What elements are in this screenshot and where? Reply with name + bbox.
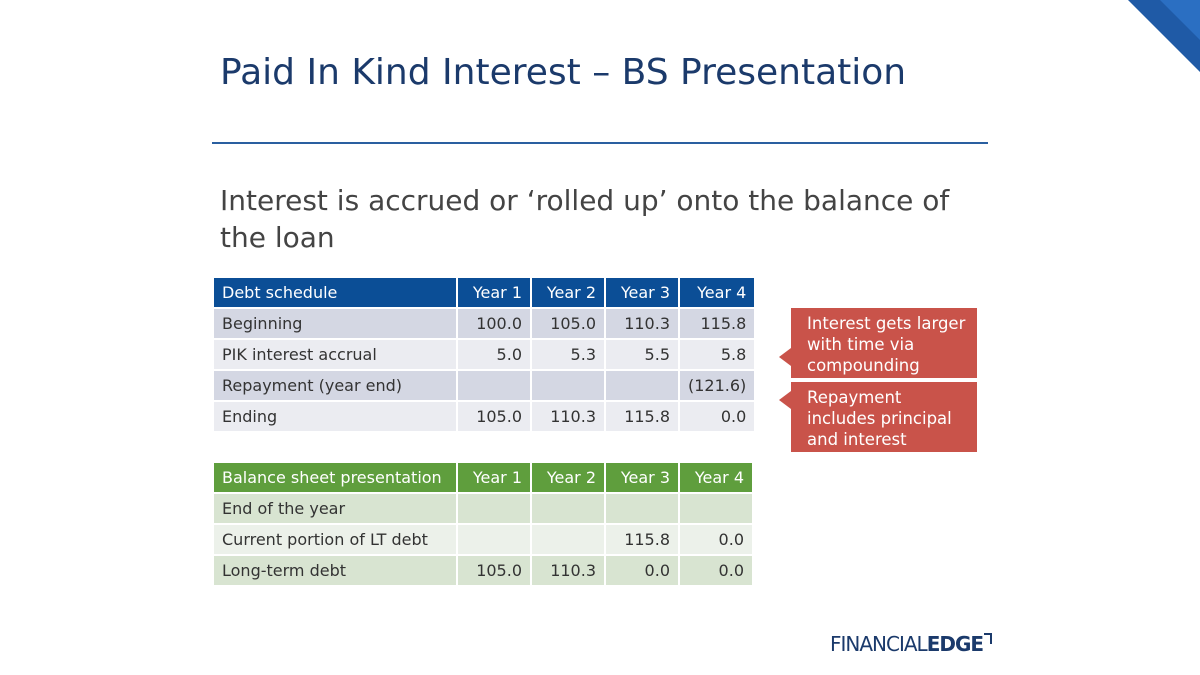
table-row: Repayment (year end) (121.6): [212, 369, 757, 402]
table-cell: [604, 492, 680, 525]
table-cell: 5.0: [456, 338, 532, 371]
table-cell: Year 1: [456, 461, 532, 494]
table-cell: End of the year: [212, 492, 458, 525]
logo-text: FINANCIAL: [830, 632, 928, 656]
table-cell: 5.8: [677, 338, 757, 371]
corner-decoration: [1128, 0, 1200, 72]
table-cell: [456, 492, 532, 525]
logo-mark: [984, 633, 993, 644]
table-cell: Current portion of LT debt: [212, 523, 458, 556]
header-row: Balance sheet presentation Year 1 Year 2 Ye…: [212, 461, 754, 494]
table-row: End of the year: [212, 492, 754, 525]
table-cell: [530, 523, 606, 556]
table-cell: Year 4: [678, 461, 754, 494]
table-cell: Balance sheet presentation: [212, 461, 458, 494]
table-cell: 110.3: [530, 400, 606, 433]
logo: FINANCIALEDGE: [830, 632, 993, 656]
table-cell: 110.3: [604, 307, 680, 340]
table-cell: 115.8: [677, 307, 757, 340]
table-cell: Year 1: [456, 276, 532, 309]
table-cell: Year 4: [677, 276, 757, 309]
table-cell: 115.8: [604, 400, 680, 433]
callout: Repayment includes principal and interes…: [779, 380, 977, 452]
header-row: Debt schedule Year 1 Year 2 Year 3 Year 4: [212, 276, 757, 309]
callout: Interest gets larger with time via compo…: [779, 308, 977, 378]
title-rule: [212, 142, 988, 144]
table-row: Current portion of LT debt 115.8 0.0: [212, 523, 754, 556]
table-row: Long-term debt 105.0 110.3 0.0 0.0: [212, 554, 754, 587]
table-cell: 5.5: [604, 338, 680, 371]
table-cell: [456, 523, 532, 556]
table-cell: 0.0: [677, 400, 757, 433]
table-cell: [456, 369, 532, 402]
table-cell: Year 3: [604, 461, 680, 494]
table-cell: PIK interest accrual: [212, 338, 458, 371]
title: Paid In Kind Interest – BS Presentation: [220, 52, 907, 93]
table-cell: Long-term debt: [212, 554, 458, 587]
debt-schedule-table: Debt schedule Year 1 Year 2 Year 3 Year 4 Beg…: [212, 276, 757, 433]
table-cell: Debt schedule: [212, 276, 458, 309]
balance-sheet-table: Balance sheet presentation Year 1 Year 2 Ye…: [212, 461, 754, 587]
table-cell: [530, 492, 606, 525]
subtitle: Interest is accrued or ‘rolled up’ onto …: [220, 184, 950, 254]
table-cell: 0.0: [678, 523, 754, 556]
table-cell: 5.3: [530, 338, 606, 371]
table-cell: 105.0: [530, 307, 606, 340]
table-cell: [678, 492, 754, 525]
table-cell: 0.0: [604, 554, 680, 587]
table-cell: Year 2: [530, 276, 606, 309]
table-row: Ending 105.0 110.3 115.8 0.0: [212, 400, 757, 433]
table-cell: Year 3: [604, 276, 680, 309]
table-cell: Year 2: [530, 461, 606, 494]
logo-text: EDGE: [926, 632, 984, 656]
table-row: PIK interest accrual 5.0 5.3 5.5 5.8: [212, 338, 757, 371]
table-cell: (121.6): [677, 369, 757, 402]
table-cell: 100.0: [456, 307, 532, 340]
table-cell: 105.0: [456, 554, 532, 587]
table-cell: Repayment (year end): [212, 369, 458, 402]
table-cell: 105.0: [456, 400, 532, 433]
table-cell: [530, 369, 606, 402]
table-cell: 115.8: [604, 523, 680, 556]
table-row: Beginning 100.0 105.0 110.3 115.8: [212, 307, 757, 340]
table-cell: 110.3: [530, 554, 606, 587]
table-cell: Ending: [212, 400, 458, 433]
table-cell: [604, 369, 680, 402]
table-cell: 0.0: [678, 554, 754, 587]
table-cell: Beginning: [212, 307, 458, 340]
